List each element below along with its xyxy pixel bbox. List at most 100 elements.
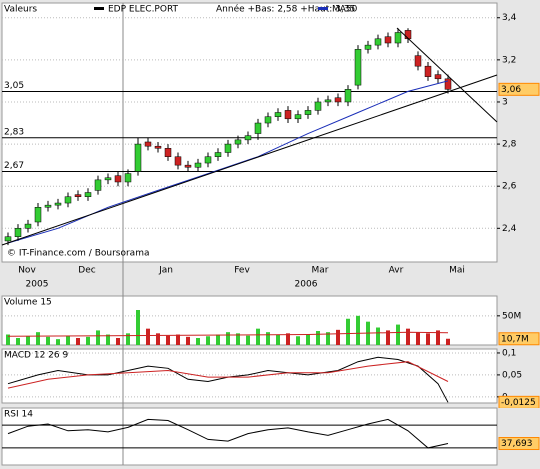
volume-bar	[246, 335, 250, 345]
y-tick-label: 2,8	[502, 140, 517, 150]
candle-body	[124, 173, 132, 183]
volume-bar	[216, 334, 220, 345]
level-label: 2,83	[4, 127, 24, 137]
last-value-box	[498, 82, 540, 96]
candle-body	[274, 112, 282, 117]
panel-title: RSI 14	[4, 410, 33, 420]
candle-body	[284, 110, 292, 120]
axis-area	[498, 3, 540, 262]
year-label: 2005	[26, 280, 49, 290]
volume-bar	[166, 335, 170, 345]
candle-body	[354, 49, 362, 86]
y-tick-label: 3,4	[502, 13, 517, 23]
candle-body	[14, 228, 22, 237]
candle-body	[264, 116, 272, 124]
trendline-down	[396, 27, 498, 123]
trendline-up	[1, 74, 498, 246]
volume-bar	[16, 338, 20, 345]
candle-body	[244, 135, 252, 141]
volume-bar	[386, 330, 390, 345]
x-tick-label: Jan	[158, 266, 173, 276]
volume-bar	[196, 338, 200, 345]
y-tick-label: 2,6	[502, 182, 517, 192]
volume-bar	[116, 338, 120, 345]
candle-body	[294, 114, 302, 120]
volume-bar	[126, 333, 130, 345]
volume-bar	[56, 339, 60, 345]
year-label: 2006	[295, 280, 318, 290]
volume-bar	[446, 338, 450, 345]
volume-bar	[46, 336, 50, 345]
x-tick-label: Fev	[234, 266, 250, 276]
year-range: Année +Bas: 2,58 +Haut: 3,35	[216, 4, 355, 15]
y-tick-label: 0,05	[502, 370, 522, 380]
volume-bar	[326, 332, 330, 345]
volume-bar	[76, 338, 80, 345]
header-label: Valeurs	[4, 5, 37, 15]
average-line	[7, 331, 449, 337]
y-tick-label: 50M	[502, 311, 521, 321]
candle-body	[414, 55, 422, 67]
y-tick-label: 3,2	[502, 55, 516, 65]
candle-body	[304, 110, 312, 115]
panel-title: MACD 12 26 9	[4, 351, 68, 361]
candle-body	[24, 223, 32, 229]
last-value-label: 37,693	[501, 439, 533, 449]
volume-bar	[276, 334, 280, 345]
candle-body	[134, 143, 142, 172]
candle-body	[224, 143, 232, 153]
candle-body	[394, 32, 402, 44]
rsi-panel	[1, 407, 498, 466]
level-label: 2,67	[4, 161, 24, 171]
volume-bar	[6, 334, 10, 345]
x-tick-label: Avr	[389, 266, 404, 276]
volume-bar	[256, 328, 260, 345]
volume-bar	[306, 334, 310, 345]
candle-body	[254, 122, 262, 134]
candle-body	[344, 89, 352, 103]
symbol-swatch	[94, 7, 104, 10]
candle-body	[174, 156, 182, 166]
candle-body	[84, 192, 92, 197]
candle-body	[324, 99, 332, 103]
indicator-line	[7, 418, 449, 449]
legend-label: MA50	[332, 5, 358, 15]
candle-body	[404, 30, 412, 40]
y-tick-label: 0,1	[502, 348, 516, 358]
candle-body	[434, 74, 442, 80]
volume-bar	[66, 335, 70, 345]
volume-bar	[136, 310, 140, 345]
candle-body	[4, 236, 12, 242]
volume-bar	[186, 336, 190, 345]
candle-body	[94, 179, 102, 191]
candle-body	[314, 101, 322, 111]
panel-title: Volume 15	[4, 298, 52, 308]
volume-bar	[266, 332, 270, 345]
indicator-line	[7, 356, 449, 403]
copyright: © IT-Finance.com / Boursorama	[7, 249, 149, 259]
volume-bar	[236, 333, 240, 345]
last-value-label: 3,06	[501, 85, 521, 95]
indicator-line	[7, 361, 449, 389]
legend-swatch	[318, 7, 328, 10]
candle-body	[374, 38, 382, 46]
candle-body	[184, 164, 192, 168]
candle-body	[214, 152, 222, 157]
volume-bar	[336, 329, 340, 345]
volume-bar	[106, 334, 110, 345]
volume-bar	[346, 318, 350, 345]
x-tick-label: Mar	[312, 266, 329, 276]
volume-bar	[376, 327, 380, 345]
symbol-name: EDP ELEC.PORT	[108, 5, 179, 15]
candle-body	[164, 148, 172, 157]
y-tick-label: 2,4	[502, 224, 517, 234]
candle-body	[44, 204, 52, 208]
candle-body	[104, 177, 112, 181]
candle-body	[424, 65, 432, 77]
volume-bar	[96, 330, 100, 345]
candle-body	[144, 141, 152, 147]
candle-body	[54, 202, 62, 206]
candle-body	[204, 156, 212, 164]
candle-body	[114, 175, 122, 183]
